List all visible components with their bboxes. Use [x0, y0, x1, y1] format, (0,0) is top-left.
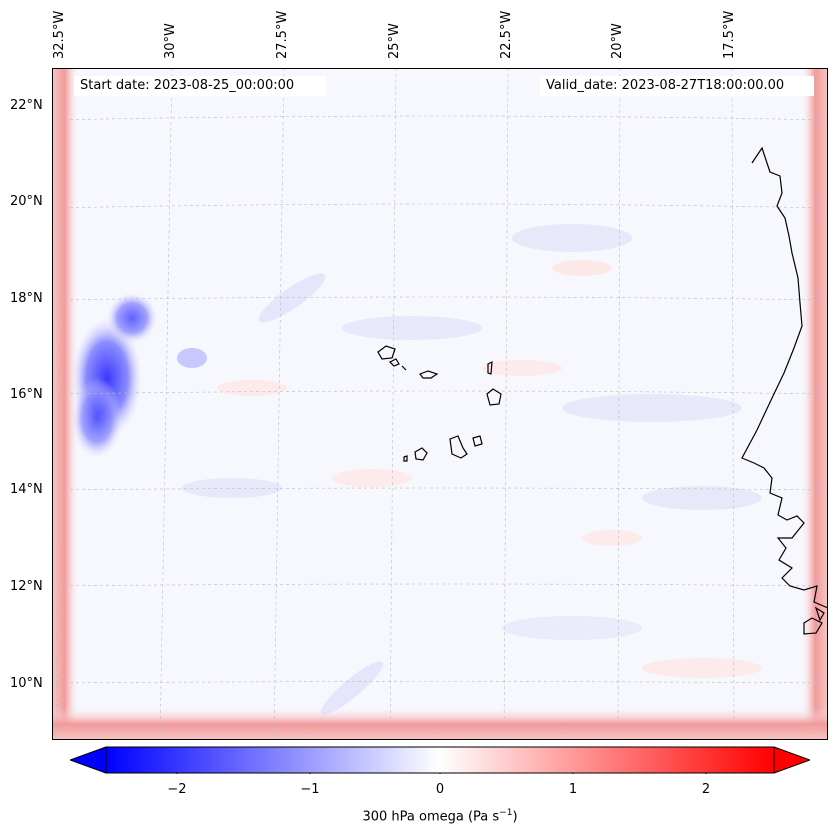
omega-map	[52, 68, 828, 740]
boundary-artifacts	[52, 68, 828, 740]
lat-label-14n: 14°N	[10, 482, 43, 497]
colorbar-tick: −2	[167, 782, 187, 797]
lon-label-22-5w: 22.5°W	[499, 10, 514, 59]
west-africa-coast	[741, 146, 828, 609]
lat-label-16n: 16°N	[10, 387, 43, 402]
lon-label-17-5w: 17.5°W	[722, 10, 737, 59]
lon-label-27-5w: 27.5°W	[275, 10, 290, 59]
colorbar-gradient	[105, 746, 775, 774]
graticule	[52, 68, 828, 740]
colorbar-tick: −1	[300, 782, 320, 797]
colorbar-tick: 1	[568, 782, 578, 797]
lon-label-30w: 30°W	[163, 23, 178, 59]
cape-verde-islands	[377, 345, 502, 462]
colorbar-label: 300 hPa omega (Pa s−1)	[0, 808, 837, 824]
colorbar-low-extend	[70, 746, 107, 774]
coastlines	[377, 146, 828, 635]
colorbar-tick: 0	[435, 782, 445, 797]
lon-label-32-5w: 32.5°W	[52, 10, 67, 59]
colorbar-label-exponent: −1	[499, 808, 513, 818]
map-border	[52, 68, 828, 740]
colorbar-high-extend	[773, 746, 810, 774]
lat-label-12n: 12°N	[10, 579, 43, 594]
guinea-islands	[803, 606, 825, 635]
colorbar-tick: 2	[701, 782, 711, 797]
lat-label-20n: 20°N	[10, 194, 43, 209]
valid-date-label: Valid_date: 2023-08-27T18:00:00.00	[540, 76, 814, 96]
strong-upward-motion-area	[72, 293, 207, 458]
colorbar-label-text: 300 hPa omega (Pa s	[362, 809, 500, 825]
lon-label-25w: 25°W	[387, 23, 402, 59]
lon-label-20w: 20°W	[610, 23, 625, 59]
colorbar-label-suffix: )	[512, 809, 518, 825]
lat-label-10n: 10°N	[10, 676, 43, 691]
colorbar	[70, 746, 810, 774]
start-date-label: Start date: 2023-08-25_00:00:00	[74, 76, 326, 96]
lat-label-18n: 18°N	[10, 291, 43, 306]
lat-label-22n: 22°N	[10, 98, 43, 113]
